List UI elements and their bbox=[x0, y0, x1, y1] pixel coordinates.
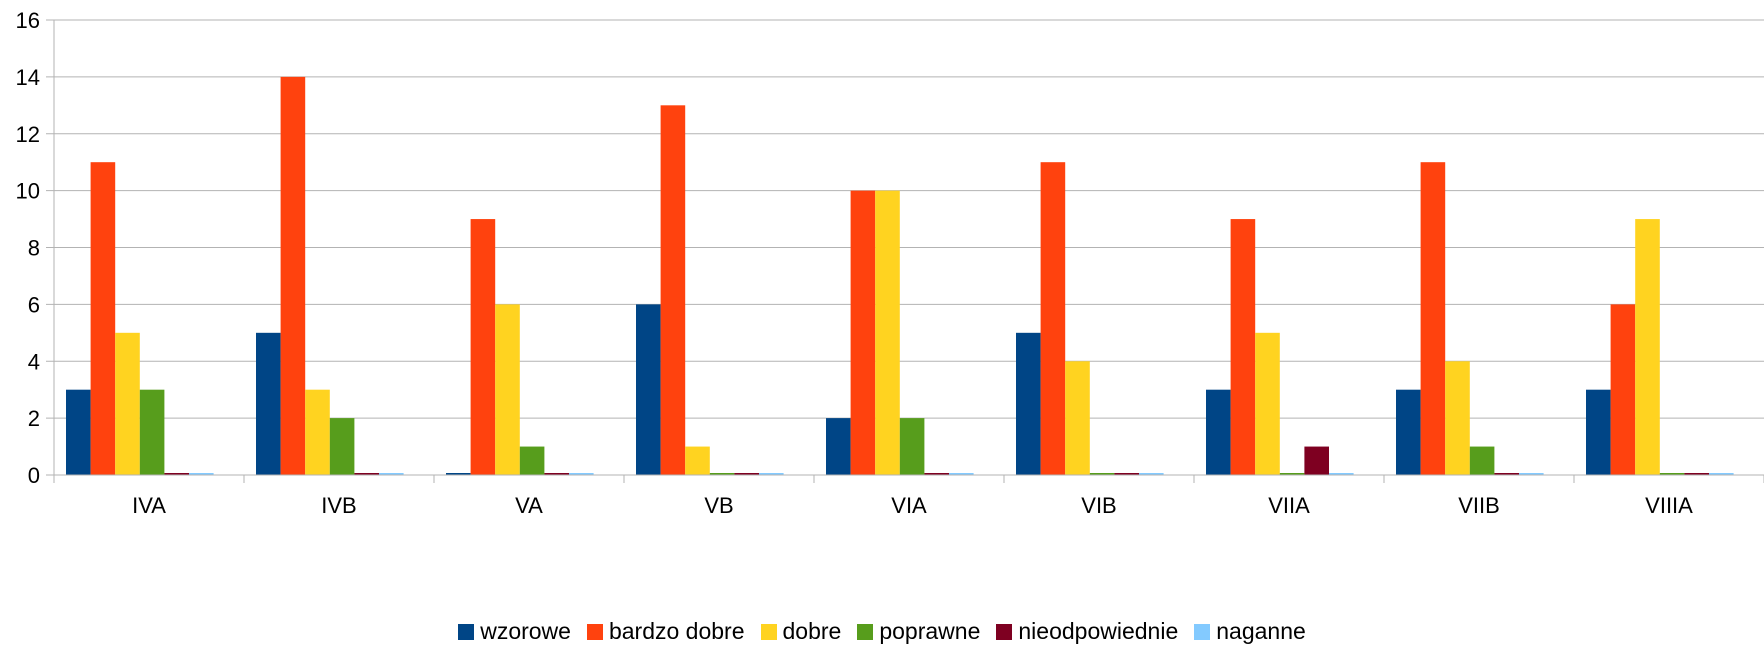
bar-nieodpowiednie-VIIIA bbox=[1684, 473, 1709, 475]
legend-label: dobre bbox=[782, 618, 842, 644]
y-tick-label: 4 bbox=[28, 349, 40, 374]
bar-naganne-VB bbox=[759, 473, 784, 475]
legend-label: bardzo dobre bbox=[608, 618, 745, 644]
bars bbox=[66, 76, 1734, 475]
legend-item: wzorowe bbox=[458, 618, 571, 645]
bar-bardzo-dobre-VIA bbox=[850, 190, 876, 475]
bar-wzorowe-VIIIA bbox=[1586, 389, 1611, 475]
bar-naganne-VIA bbox=[949, 473, 974, 475]
legend-swatch bbox=[1194, 623, 1211, 640]
bar-nieodpowiednie-VIIA bbox=[1304, 446, 1329, 475]
bar-poprawne-VIIA bbox=[1279, 473, 1305, 475]
y-tick-labels: 0 2 4 6 8 10 12 14 16 bbox=[16, 8, 54, 488]
legend-swatch bbox=[586, 623, 603, 640]
bar-poprawne-VIB bbox=[1089, 473, 1115, 475]
bar-chart: 0 2 4 6 8 10 12 14 16 IVA IVB VA VB VIA VIB VIIA VIIB VI… bbox=[16, 8, 1764, 518]
y-tick-label: 2 bbox=[28, 406, 40, 431]
legend-label: naganne bbox=[1216, 618, 1306, 644]
bar-bardzo-dobre-VIB bbox=[1040, 162, 1066, 475]
bar-naganne-IVB bbox=[379, 473, 404, 475]
bar-dobre-VA bbox=[495, 304, 520, 475]
x-tick-labels: IVA IVB VA VB VIA VIB VIIA VIIB VIIIA bbox=[53, 475, 1764, 518]
legend-swatch bbox=[857, 623, 874, 640]
bar-wzorowe-VIA bbox=[826, 418, 851, 475]
bar-dobre-IVB bbox=[305, 389, 330, 475]
x-tick-label: VIIIA bbox=[1645, 493, 1693, 518]
bar-dobre-VB bbox=[685, 446, 710, 475]
legend-swatch bbox=[458, 623, 475, 640]
bar-dobre-VIA bbox=[875, 190, 900, 475]
legend-swatch bbox=[760, 623, 777, 640]
legend-label: poprawne bbox=[879, 618, 981, 644]
bar-nieodpowiednie-IVB bbox=[354, 473, 379, 475]
legend-label: wzorowe bbox=[480, 618, 571, 644]
bar-wzorowe-VA bbox=[446, 473, 471, 475]
bar-poprawne-IVA bbox=[139, 389, 165, 475]
bar-poprawne-VIIIA bbox=[1659, 473, 1685, 475]
bar-wzorowe-IVB bbox=[256, 332, 281, 475]
legend-item: naganne bbox=[1194, 618, 1306, 645]
bar-naganne-VIIIA bbox=[1709, 473, 1734, 475]
x-tick-label: VIIB bbox=[1458, 493, 1500, 518]
bar-bardzo-dobre-VB bbox=[660, 105, 686, 475]
legend-swatch bbox=[996, 623, 1013, 640]
x-tick-label: VIA bbox=[891, 493, 927, 518]
bar-nieodpowiednie-VB bbox=[734, 473, 759, 475]
y-tick-label: 14 bbox=[16, 65, 40, 90]
bar-nieodpowiednie-VIA bbox=[924, 473, 949, 475]
bar-dobre-VIIB bbox=[1445, 361, 1470, 475]
x-tick-label: VIIA bbox=[1268, 493, 1310, 518]
bar-naganne-VIB bbox=[1139, 473, 1164, 475]
bar-nieodpowiednie-VIB bbox=[1114, 473, 1139, 475]
bar-nieodpowiednie-VA bbox=[544, 473, 569, 475]
x-tick-label: VIB bbox=[1081, 493, 1116, 518]
bar-nieodpowiednie-IVA bbox=[164, 473, 189, 475]
x-tick-label: IVA bbox=[132, 493, 166, 518]
y-tick-label: 0 bbox=[28, 463, 40, 488]
bar-poprawne-VB bbox=[709, 473, 735, 475]
bar-bardzo-dobre-VIIIA bbox=[1610, 304, 1636, 475]
bar-dobre-VIIA bbox=[1255, 332, 1280, 475]
bar-dobre-VIIIA bbox=[1635, 219, 1660, 475]
bar-bardzo-dobre-IVA bbox=[90, 162, 116, 475]
y-tick-label: 8 bbox=[28, 236, 40, 261]
bar-bardzo-dobre-VIIA bbox=[1230, 219, 1256, 475]
y-tick-label: 10 bbox=[16, 179, 40, 204]
x-tick-label: VA bbox=[515, 493, 543, 518]
bar-naganne-VA bbox=[569, 473, 594, 475]
legend-label: nieodpowiednie bbox=[1018, 618, 1179, 644]
bar-wzorowe-IVA bbox=[66, 389, 91, 475]
y-tick-label: 16 bbox=[16, 8, 40, 33]
bar-wzorowe-VB bbox=[636, 304, 661, 475]
bar-nieodpowiednie-VIIB bbox=[1494, 473, 1519, 475]
bar-dobre-VIB bbox=[1065, 361, 1090, 475]
bar-bardzo-dobre-VA bbox=[470, 219, 496, 475]
bar-poprawne-IVB bbox=[329, 418, 355, 475]
bar-poprawne-VIA bbox=[899, 418, 925, 475]
x-tick-label: VB bbox=[704, 493, 733, 518]
bar-naganne-VIIB bbox=[1519, 473, 1544, 475]
bar-naganne-IVA bbox=[189, 473, 214, 475]
y-tick-label: 12 bbox=[16, 122, 40, 147]
legend-item: poprawne bbox=[857, 618, 980, 645]
bar-bardzo-dobre-VIIB bbox=[1420, 162, 1446, 475]
legend-item: bardzo dobre bbox=[586, 618, 745, 645]
bar-poprawne-VA bbox=[519, 446, 545, 475]
bar-wzorowe-VIB bbox=[1016, 332, 1041, 475]
y-tick-label: 6 bbox=[28, 292, 40, 317]
bar-dobre-IVA bbox=[115, 332, 140, 475]
bar-poprawne-VIIB bbox=[1469, 446, 1495, 475]
bar-bardzo-dobre-IVB bbox=[280, 76, 306, 475]
chart-legend: wzorowe bardzo dobre dobre poprawne nieodpow… bbox=[0, 618, 1764, 645]
bar-naganne-VIIA bbox=[1329, 473, 1354, 475]
legend-item: dobre bbox=[760, 618, 842, 645]
bar-wzorowe-VIIA bbox=[1206, 389, 1231, 475]
bar-wzorowe-VIIB bbox=[1396, 389, 1421, 475]
x-tick-label: IVB bbox=[321, 493, 356, 518]
legend-item: nieodpowiednie bbox=[996, 618, 1178, 645]
